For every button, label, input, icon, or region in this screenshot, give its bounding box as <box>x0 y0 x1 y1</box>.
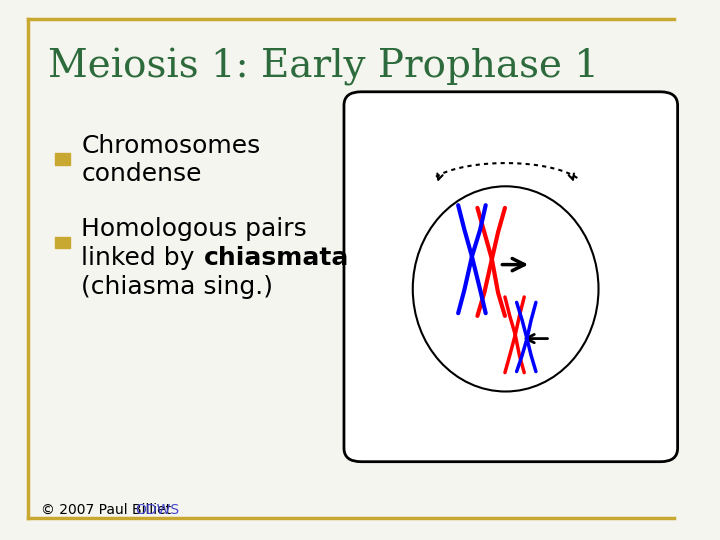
Text: Chromosomes: Chromosomes <box>81 134 261 158</box>
Text: condense: condense <box>81 163 202 186</box>
Text: chiasmata: chiasmata <box>204 246 349 270</box>
Text: Meiosis 1: Early Prophase 1: Meiosis 1: Early Prophase 1 <box>48 49 599 86</box>
Text: ODWS: ODWS <box>135 503 180 517</box>
Text: (chiasma sing.): (chiasma sing.) <box>81 275 273 299</box>
Bar <box>55 237 70 248</box>
FancyBboxPatch shape <box>344 92 678 462</box>
Text: © 2007 Paul Billiet: © 2007 Paul Billiet <box>41 503 176 517</box>
Bar <box>55 153 70 165</box>
Text: linked by: linked by <box>81 246 202 270</box>
Text: Homologous pairs: Homologous pairs <box>81 218 307 241</box>
